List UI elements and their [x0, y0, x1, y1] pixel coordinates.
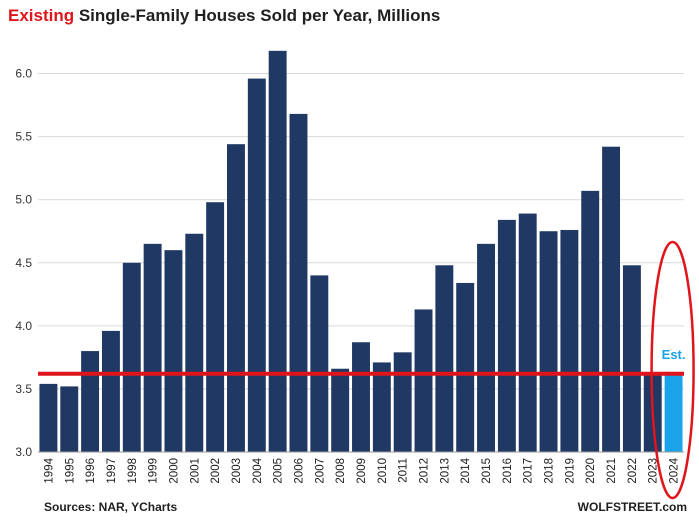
x-tick-label-1997: 1997 — [106, 458, 118, 484]
brand-label: WOLFSTREET.com — [577, 500, 687, 514]
x-tick-label-1994: 1994 — [43, 457, 55, 483]
x-tick-label-2016: 2016 — [502, 458, 514, 484]
x-tick-label-2002: 2002 — [210, 458, 222, 484]
bar-2013 — [435, 265, 454, 452]
bar-2018 — [539, 231, 558, 452]
bar-2002 — [206, 202, 225, 452]
bar-2008 — [331, 368, 350, 452]
x-tick-label-2011: 2011 — [398, 458, 410, 483]
x-tick-label-2017: 2017 — [523, 458, 535, 484]
bar-2015 — [477, 243, 495, 452]
x-tick-label-2021: 2021 — [606, 458, 618, 484]
bar-1999 — [143, 243, 162, 452]
title-rest: Single-Family Houses Sold per Year, Mill… — [74, 6, 441, 25]
x-tick-label-2006: 2006 — [293, 458, 305, 484]
bar-2007 — [310, 275, 329, 452]
bar-2000 — [164, 250, 183, 452]
bar-2011 — [393, 352, 412, 452]
bar-2010 — [372, 362, 391, 452]
x-tick-label-2005: 2005 — [273, 458, 285, 484]
bar-2001 — [185, 233, 204, 452]
x-tick-label-2024: 2024 — [669, 457, 681, 483]
y-tick-label-4.5: 4.5 — [15, 256, 32, 270]
bar-2006 — [289, 113, 308, 453]
x-tick-label-2023: 2023 — [648, 458, 660, 484]
x-tick-label-2003: 2003 — [231, 458, 243, 484]
y-tick-label-3.5: 3.5 — [15, 382, 32, 396]
x-tick-label-2007: 2007 — [314, 458, 326, 484]
x-tick-label-2004: 2004 — [252, 457, 264, 483]
x-tick-label-2020: 2020 — [585, 458, 597, 484]
bar-1997 — [101, 330, 120, 452]
bar-2003 — [227, 144, 245, 452]
bar-2009 — [352, 342, 370, 452]
x-tick-label-2022: 2022 — [627, 458, 639, 484]
bar-2022 — [622, 265, 641, 452]
title-highlight: Existing — [8, 6, 75, 25]
y-tick-label-5.5: 5.5 — [15, 130, 32, 144]
x-tick-label-1996: 1996 — [85, 458, 97, 484]
x-tick-label-1999: 1999 — [148, 458, 160, 484]
chart-title: Existing Single-Family Houses Sold per Y… — [8, 6, 440, 26]
x-tick-label-2010: 2010 — [377, 458, 389, 484]
x-tick-label-2014: 2014 — [460, 457, 472, 483]
y-tick-label-5.0: 5.0 — [15, 193, 32, 207]
x-tick-label-2019: 2019 — [564, 458, 576, 484]
x-tick-label-2013: 2013 — [439, 458, 451, 484]
bar-1998 — [122, 262, 141, 452]
x-tick-label-2012: 2012 — [419, 458, 431, 484]
y-tick-label-3.0: 3.0 — [15, 445, 32, 459]
bar-2024 — [664, 373, 683, 452]
x-tick-label-2018: 2018 — [544, 458, 556, 484]
bar-2014 — [456, 282, 475, 452]
bar-2012 — [414, 309, 433, 452]
source-note: Sources: NAR, YCharts — [44, 500, 178, 514]
x-tick-label-2009: 2009 — [356, 458, 368, 484]
x-tick-label-2000: 2000 — [168, 458, 180, 484]
bar-2005 — [268, 50, 287, 452]
x-tick-label-1998: 1998 — [127, 458, 139, 484]
x-tick-label-2008: 2008 — [335, 458, 347, 484]
y-tick-label-4.0: 4.0 — [15, 319, 32, 333]
bar-2016 — [497, 219, 516, 452]
x-tick-label-2001: 2001 — [189, 458, 201, 484]
bar-1996 — [81, 351, 100, 452]
estimate-label: Est. — [662, 347, 686, 362]
bar-2019 — [560, 229, 579, 452]
bar-2017 — [518, 213, 537, 452]
estimate-highlight-ellipse — [650, 240, 695, 500]
x-tick-label-2015: 2015 — [481, 458, 493, 484]
x-tick-label-1995: 1995 — [64, 458, 76, 484]
bar-1994 — [39, 383, 58, 452]
y-tick-label-6.0: 6.0 — [15, 67, 32, 81]
bar-2021 — [602, 146, 621, 452]
bar-2020 — [581, 190, 600, 452]
bar-2004 — [247, 78, 266, 452]
bar-1995 — [60, 386, 79, 452]
